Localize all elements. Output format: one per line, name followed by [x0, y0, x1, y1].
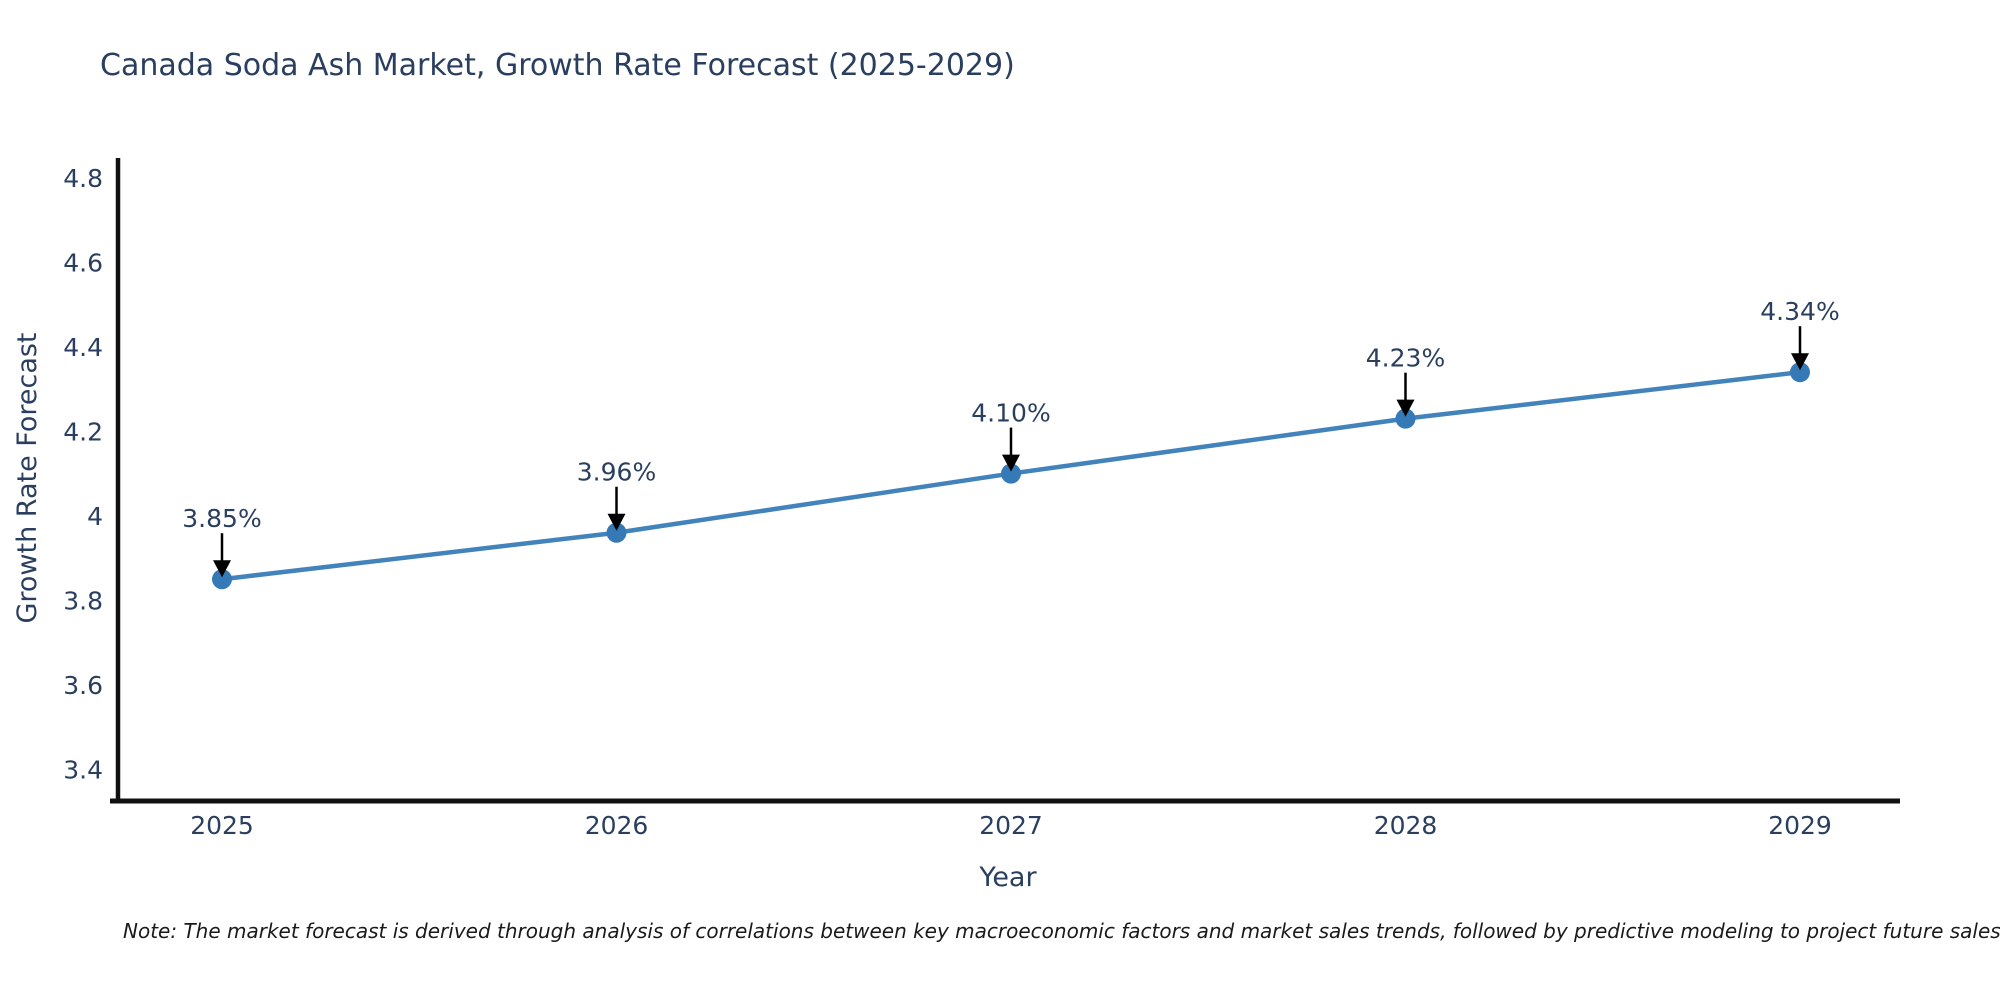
point-value-label: 3.96% [577, 458, 656, 487]
y-tick-label: 4.6 [63, 248, 103, 277]
data-point-marker [212, 569, 232, 590]
axes [110, 158, 1900, 804]
y-tick-label: 4.2 [63, 417, 103, 446]
x-tick-label: 2029 [1768, 811, 1832, 840]
point-value-label: 4.10% [971, 399, 1050, 428]
x-tick-label: 2028 [1374, 811, 1438, 840]
x-tick-label: 2025 [190, 811, 254, 840]
point-value-label: 4.23% [1366, 344, 1445, 373]
y-tick-label: 4.8 [63, 164, 103, 193]
point-value-label: 3.85% [182, 504, 261, 533]
point-value-label: 4.34% [1760, 297, 1839, 326]
footnote: Note: The market forecast is derived thr… [123, 919, 2000, 943]
y-axis-title: Growth Rate Forecast [12, 332, 43, 623]
data-point-markers [212, 362, 1810, 590]
annotation-arrowhead-icon [1002, 454, 1020, 472]
annotation-arrowhead-icon [213, 560, 231, 578]
y-tick-label: 3.8 [63, 586, 103, 615]
data-point-marker [1790, 362, 1810, 383]
y-tick-label: 3.4 [63, 755, 103, 784]
data-point-marker [606, 522, 627, 543]
data-point-marker [1001, 463, 1021, 484]
x-axis-title: Year [978, 862, 1037, 893]
x-tick-label: 2026 [585, 811, 649, 840]
x-axis-tick-labels: 2025 2026 2027 2028 2029 [190, 811, 1832, 840]
y-tick-label: 4.4 [63, 333, 103, 362]
annotation-arrowhead-icon [1396, 399, 1415, 417]
x-tick-label: 2027 [979, 811, 1043, 840]
data-point-annotations: 3.85% 3.96% 4.10% 4.23% 4.34% [182, 297, 1840, 578]
y-tick-label: 3.6 [63, 671, 103, 700]
annotation-arrowhead-icon [607, 513, 626, 531]
annotation-arrowhead-icon [1791, 353, 1809, 371]
chart-title: Canada Soda Ash Market, Growth Rate Fore… [100, 48, 1015, 83]
y-tick-label: 4 [87, 502, 103, 531]
data-point-marker [1395, 408, 1416, 429]
y-axis-tick-labels: 3.4 3.6 3.8 4 4.2 4.4 4.6 4.8 [63, 164, 103, 784]
